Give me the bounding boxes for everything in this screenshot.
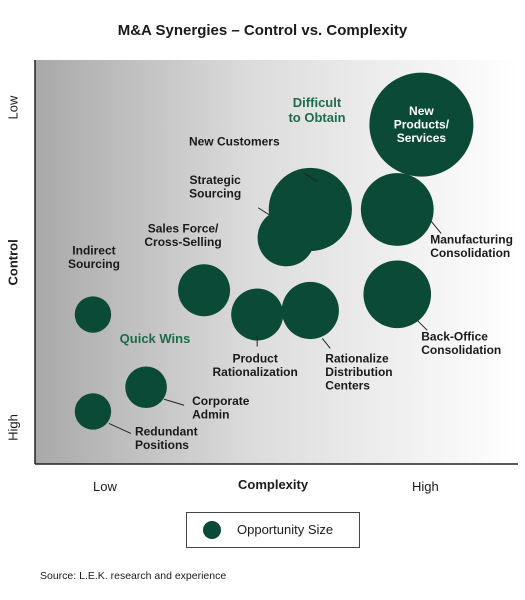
legend-bubble-icon	[203, 521, 221, 539]
leader-line-new-customers	[304, 173, 318, 182]
bubble-sales-force-cross-selling	[178, 264, 231, 317]
source-note: Source: L.E.K. research and experience	[40, 570, 227, 582]
bubble-strategic-sourcing	[257, 209, 315, 267]
x-tick-low: Low	[93, 479, 117, 494]
x-axis-title: Complexity	[238, 477, 309, 492]
chart-title: M&A Synergies – Control vs. Complexity	[117, 22, 408, 39]
leader-line-rationalize-distribution-centers	[321, 338, 331, 349]
bubble-label-sales-force-cross-selling: Sales Force/Cross-Selling	[144, 221, 221, 249]
leader-line-manufacturing-consolidation	[430, 221, 442, 234]
bubble-label-corporate-admin: Corporate Admin	[192, 394, 250, 422]
bubble-indirect-sourcing	[74, 296, 112, 333]
bubble-label-redundant-positions: Redundant Positions	[135, 424, 198, 452]
bubble-label-new-products-services: New Products/Services	[394, 104, 450, 145]
bubble-redundant-positions	[74, 393, 112, 430]
bubble-product-rationalization	[231, 288, 284, 341]
bubble-corporate-admin	[125, 366, 167, 409]
bubble-label-indirect-sourcing: Indirect Sourcing	[68, 244, 120, 271]
bubble-label-manufacturing-consolidation: Manufacturing Consolidation	[430, 232, 513, 260]
y-tick-low: Low	[5, 95, 21, 120]
legend-label: Opportunity Size	[237, 522, 334, 537]
y-tick-high: High	[5, 414, 21, 441]
y-axis-title: Control	[5, 239, 21, 286]
leader-line-corporate-admin	[163, 398, 185, 406]
leader-line-strategic-sourcing	[257, 207, 270, 216]
zone-label-quick-wins: Quick Wins	[120, 331, 191, 346]
bubble-label-strategic-sourcing: Strategic Sourcing	[189, 173, 241, 201]
zone-label-difficult-to-obtain: Difficult to Obtain	[288, 95, 345, 125]
legend: Opportunity Size	[186, 512, 360, 548]
bubble-new-products-services	[369, 72, 474, 177]
bubble-rationalize-distribution-centers	[281, 281, 339, 340]
bubble-manufacturing-consolidation	[360, 173, 434, 246]
leader-line-back-office-consolidation	[416, 319, 428, 331]
bubble-label-new-customers: New Customers	[189, 134, 280, 148]
bubble-label-rationalize-distribution-centers: Rationalize Distribution Centers	[325, 351, 392, 392]
x-tick-high: High	[412, 479, 439, 494]
bubble-back-office-consolidation	[363, 260, 432, 329]
leader-line-redundant-positions	[108, 423, 132, 434]
bubble-label-back-office-consolidation: Back-Office Consolidation	[421, 329, 501, 357]
bubble-label-product-rationalization: Product Rationalization	[213, 352, 298, 380]
